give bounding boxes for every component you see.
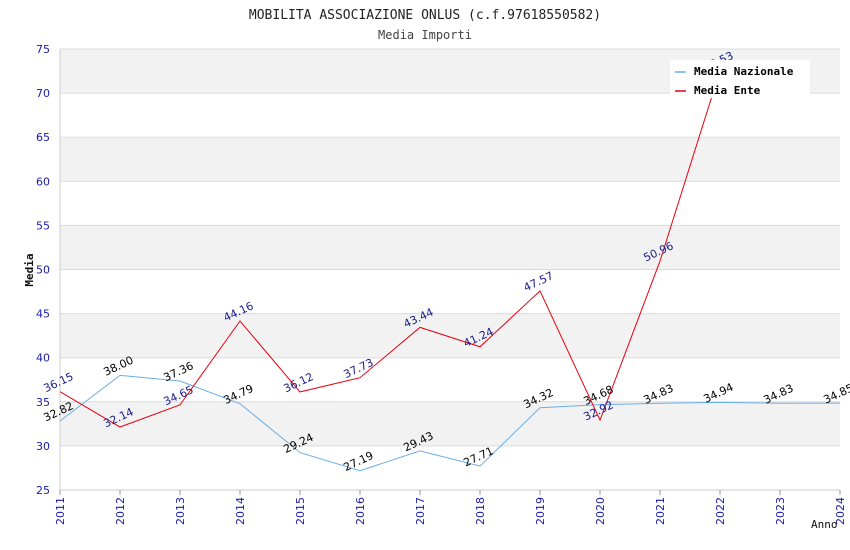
x-tick-label: 2018 <box>474 497 487 525</box>
y-tick-label: 40 <box>36 352 50 365</box>
chart-title: MOBILITA ASSOCIAZIONE ONLUS (c.f.9761855… <box>249 8 601 23</box>
data-label-media-ente: 36.15 <box>41 370 75 395</box>
x-tick-label: 2019 <box>534 497 547 525</box>
y-axis-label: Media <box>23 253 36 286</box>
data-label-media-ente: 47.57 <box>521 269 555 294</box>
y-tick-label: 30 <box>36 440 50 453</box>
y-tick-label: 70 <box>36 87 50 100</box>
data-label-media-ente: 36.12 <box>281 370 315 395</box>
y-tick-label: 55 <box>36 219 50 232</box>
series-line-media-nazionale <box>59 374 841 472</box>
data-label-media-ente: 37.73 <box>341 356 375 381</box>
series-line-media-ente <box>59 70 721 428</box>
y-tick-label: 50 <box>36 264 50 277</box>
grid-bands <box>60 49 840 446</box>
x-tick-label: 2011 <box>54 497 67 525</box>
x-axis-label: Anno <box>811 518 838 531</box>
grid-band <box>60 313 840 358</box>
legend-label-media-ente: Media Ente <box>694 84 761 97</box>
y-tick-label: 75 <box>36 43 50 56</box>
y-tick-label: 25 <box>36 484 50 497</box>
y-tick-label: 60 <box>36 175 50 188</box>
grid-band <box>60 137 840 182</box>
grid-band <box>60 225 840 270</box>
x-tick-label: 2012 <box>114 497 127 525</box>
grid-lines <box>60 48 840 491</box>
x-tick-label: 2024 <box>834 497 847 525</box>
x-tick-label: 2022 <box>714 497 727 525</box>
x-tick-label: 2021 <box>654 497 667 525</box>
legend-box <box>670 60 810 98</box>
legend: Media Nazionale Media Ente <box>670 60 810 98</box>
series-group <box>59 70 841 472</box>
x-tick-label: 2014 <box>234 497 247 525</box>
y-tick-label: 65 <box>36 131 50 144</box>
x-tick-label: 2023 <box>774 497 787 525</box>
chart-subtitle: Media Importi <box>378 28 472 42</box>
grid-band <box>60 401 840 446</box>
x-tick-label: 2017 <box>414 497 427 525</box>
x-tick-label: 2020 <box>594 497 607 525</box>
legend-label-media-nazionale: Media Nazionale <box>694 65 794 78</box>
x-tick-label: 2016 <box>354 497 367 525</box>
x-tick-label: 2015 <box>294 497 307 525</box>
x-tick-label: 2013 <box>174 497 187 525</box>
y-tick-label: 35 <box>36 396 50 409</box>
y-tick-label: 45 <box>36 308 50 321</box>
axes: 25 30 35 40 45 50 55 60 65 70 75 2011 2012 2013 2014 20… <box>36 43 847 525</box>
